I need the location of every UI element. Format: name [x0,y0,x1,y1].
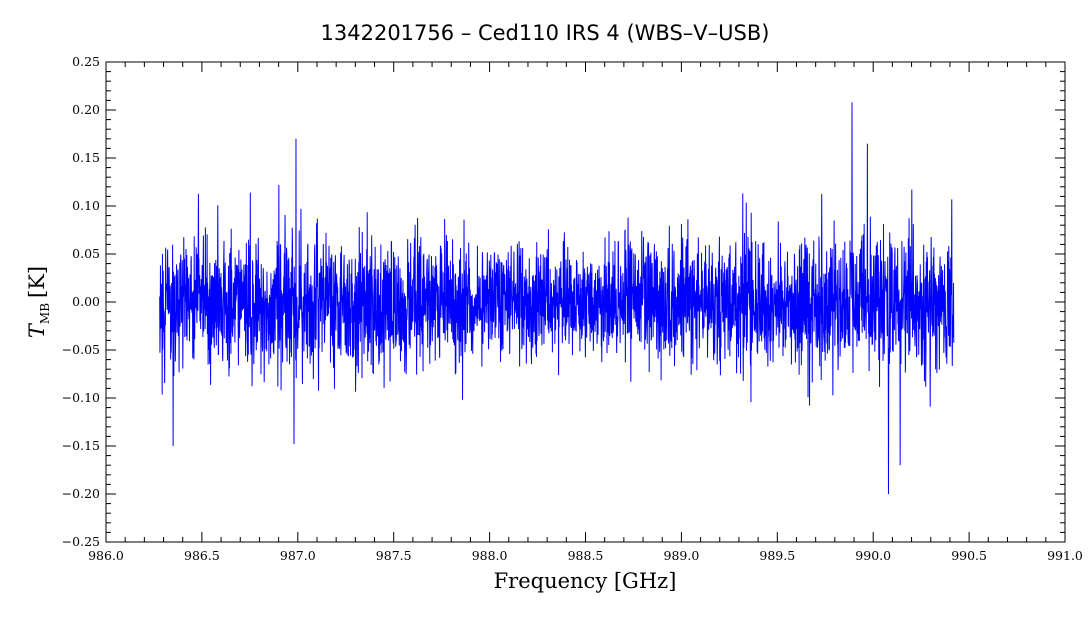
y-tick-label: 0.20 [72,102,100,117]
y-tick-label: 0.00 [72,294,100,309]
y-axis-title: TMB [K] [25,266,52,338]
x-tick-label: 991.0 [1047,548,1083,563]
y-tick-label: −0.15 [62,438,100,453]
y-axis-symbol: T [25,322,49,338]
x-axis-title: Frequency [GHz] [494,569,677,593]
y-axis-subscript: MB [38,303,52,324]
spectrum-series [159,102,955,495]
spectrum-line [159,102,955,495]
x-tick-label: 989.5 [759,548,795,563]
x-axis-tick-labels: 986.0 986.5 987.0 987.5 988.0 988.5 989.0 989.5… [88,548,1083,563]
y-tick-label: −0.10 [62,390,100,405]
y-tick-label: −0.20 [62,486,100,501]
y-tick-label: 0.25 [72,54,100,69]
chart-title: 1342201756 – Ced110 IRS 4 (WBS–V–USB) [321,21,770,45]
x-axis-ticks [105,62,1066,542]
y-tick-label: −0.05 [62,342,100,357]
x-tick-label: 988.5 [568,548,604,563]
x-tick-label: 986.0 [88,548,124,563]
x-tick-label: 988.0 [472,548,508,563]
y-tick-label: 0.15 [72,150,100,165]
x-tick-label: 990.5 [951,548,987,563]
x-tick-label: 989.0 [664,548,700,563]
x-tick-label: 986.5 [184,548,220,563]
y-tick-label: −0.25 [62,534,100,549]
x-tick-label: 990.0 [855,548,891,563]
x-tick-label: 987.0 [280,548,316,563]
y-axis-tick-labels: −0.25 −0.20 −0.15 −0.10 −0.05 0.00 0.05 0.10 0.1… [62,54,100,549]
y-axis-ticks [106,61,1065,543]
y-axis-unit: [K] [25,266,49,298]
y-tick-label: 0.05 [72,246,100,261]
y-tick-label: 0.10 [72,198,100,213]
x-tick-label: 987.5 [376,548,412,563]
